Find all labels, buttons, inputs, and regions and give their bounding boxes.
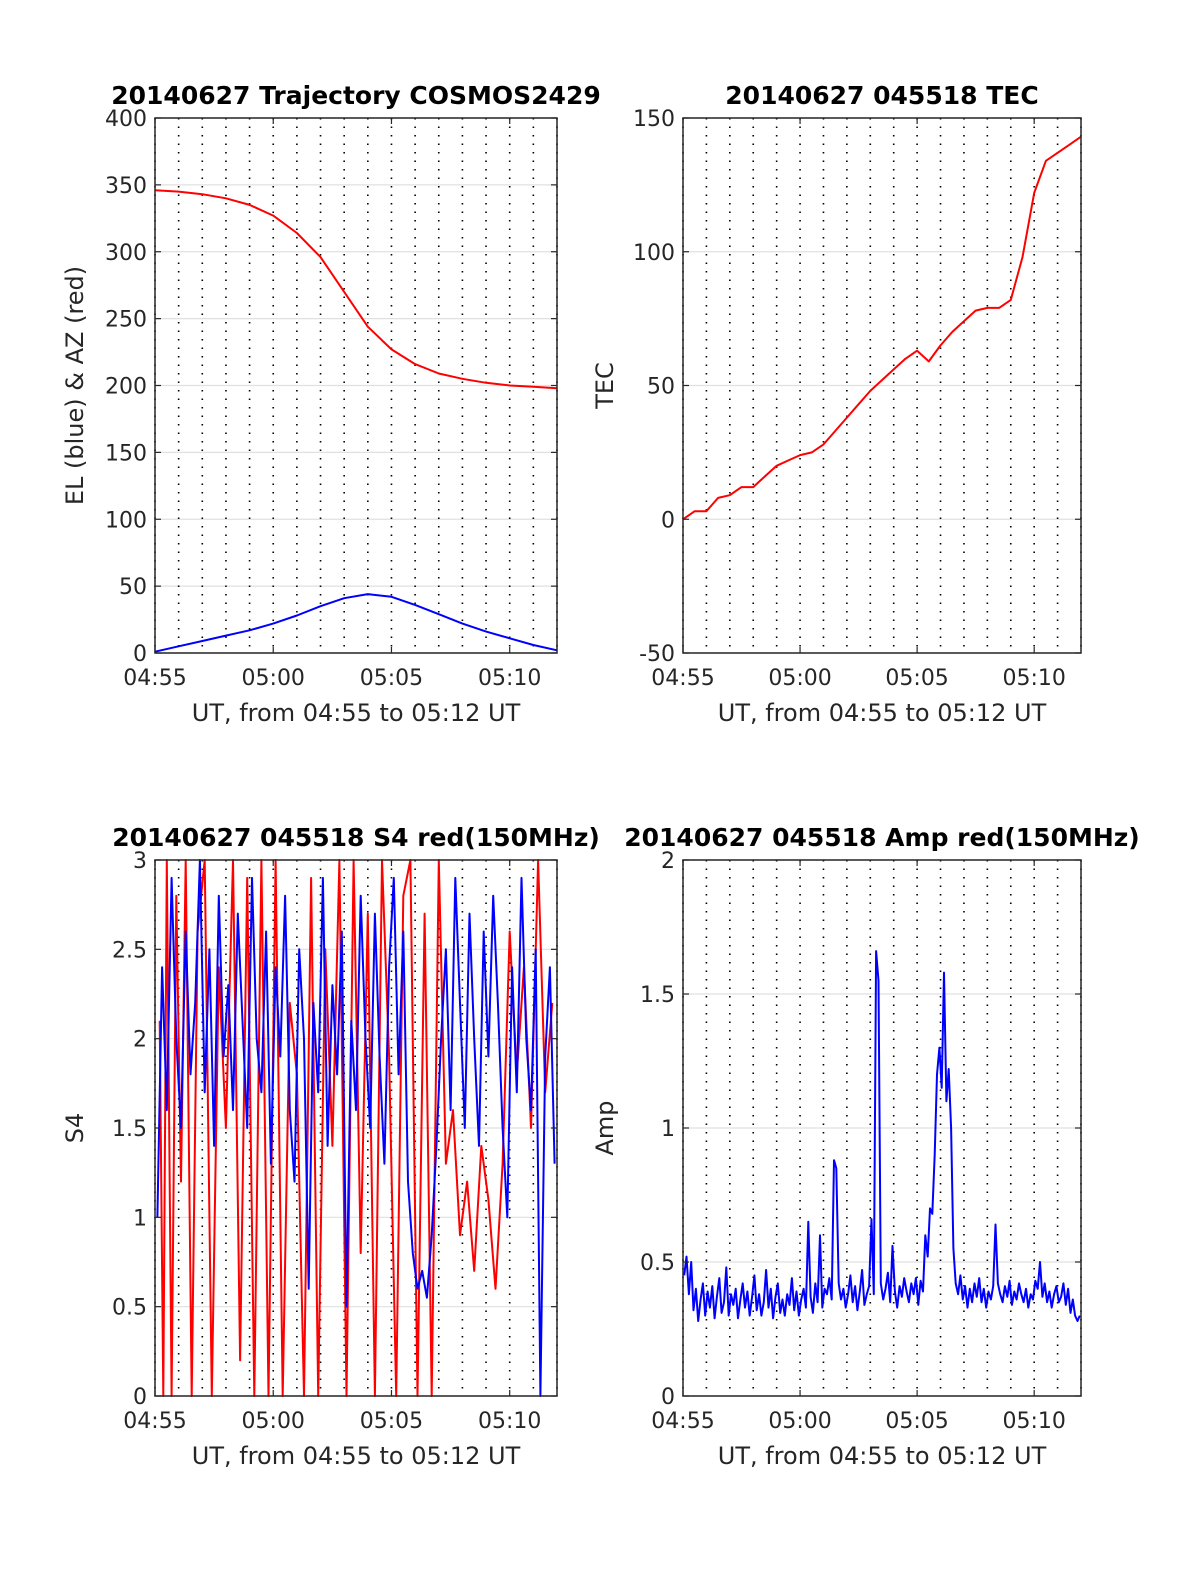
- x-tick-label: 05:00: [242, 666, 305, 691]
- y-tick-label: 50: [119, 575, 147, 600]
- y-axis-label: EL (blue) & AZ (red): [61, 266, 89, 505]
- y-axis-label: TEC: [591, 362, 619, 410]
- axes-box: [682, 859, 1082, 1397]
- x-tick-label: 05:00: [768, 666, 831, 691]
- tick-labels: 0 50 100 150 200 250 300 350 400 04:55 05:00 05:05 0…: [105, 107, 541, 691]
- x-tick-label: 05:00: [768, 1409, 831, 1434]
- x-tick-label: 04:55: [123, 666, 186, 691]
- y-tick-label: 150: [633, 107, 675, 132]
- x-tick-label: 05:10: [1002, 666, 1065, 691]
- y-tick-label: 0: [133, 1385, 147, 1410]
- x-tick-label: 04:55: [123, 1409, 186, 1434]
- axes-box: [682, 117, 1082, 654]
- x-tick-label: 05:05: [885, 666, 948, 691]
- series-lines: [683, 950, 1081, 1322]
- y-tick-label: 1: [661, 1117, 675, 1142]
- y-axis-label: S4: [61, 1113, 89, 1144]
- x-axis-label: UT, from 04:55 to 05:12 UT: [192, 699, 521, 727]
- series-line-2: [156, 859, 556, 1397]
- chart-title: 20140627 045518 S4 red(150MHz): [112, 823, 600, 852]
- y-tick-label: 1: [133, 1206, 147, 1231]
- tick-labels: -50 0 50 100 150 04:55 05:00 05:05 05:10: [633, 107, 1066, 691]
- y-tick-label: 1.5: [640, 983, 675, 1008]
- y-tick-label: 2.5: [112, 938, 147, 963]
- x-tick-label: 05:10: [1002, 1409, 1065, 1434]
- y-tick-label: 2: [133, 1028, 147, 1053]
- y-tick-label: 150: [105, 441, 147, 466]
- axes-box: [154, 117, 558, 654]
- y-tick-label: 2: [661, 849, 675, 874]
- x-tick-label: 05:10: [478, 1409, 541, 1434]
- y-tick-label: 0: [661, 1385, 675, 1410]
- panel-trajectory: 0 50 100 150 200 250 300 350 400 04:55 05:00 05:05 0…: [61, 81, 601, 727]
- series-line-2: [154, 593, 558, 653]
- x-axis-label: UT, from 04:55 to 05:12 UT: [718, 699, 1047, 727]
- series-line-1: [154, 189, 558, 390]
- y-tick-label: 100: [105, 508, 147, 533]
- axes-box: [154, 859, 558, 1397]
- series-lines: [682, 135, 1082, 521]
- x-tick-label: 05:00: [242, 1409, 305, 1434]
- y-tick-label: -50: [639, 642, 675, 667]
- x-tick-label: 05:10: [478, 666, 541, 691]
- series-line-1: [682, 135, 1082, 521]
- x-axis-label: UT, from 04:55 to 05:12 UT: [718, 1442, 1047, 1470]
- x-tick-label: 05:05: [360, 666, 423, 691]
- y-tick-label: 100: [633, 241, 675, 266]
- y-tick-label: 1.5: [112, 1117, 147, 1142]
- chart-title: 20140627 Trajectory COSMOS2429: [111, 81, 601, 110]
- y-tick-label: 0.5: [112, 1296, 147, 1321]
- panel-s4: 0 0.5 1 1.5 2 2.5 3 04:55 05:00 05:05 05:10 201406…: [61, 823, 600, 1470]
- y-tick-label: 400: [105, 107, 147, 132]
- tick-labels: 0 0.5 1 1.5 2 04:55 05:00 05:05 05:10: [640, 849, 1066, 1434]
- y-tick-label: 250: [105, 308, 147, 333]
- y-tick-label: 50: [647, 375, 675, 400]
- x-axis-label: UT, from 04:55 to 05:12 UT: [192, 1442, 521, 1470]
- x-tick-label: 05:05: [360, 1409, 423, 1434]
- x-tick-label: 04:55: [651, 666, 714, 691]
- y-tick-label: 0.5: [640, 1251, 675, 1276]
- chart-title: 20140627 045518 TEC: [725, 81, 1038, 110]
- panel-tec: -50 0 50 100 150 04:55 05:00 05:05 05:10 2014062…: [591, 81, 1082, 727]
- panel-amp: 0 0.5 1 1.5 2 04:55 05:00 05:05 05:10 20140627 0…: [591, 823, 1140, 1470]
- y-tick-label: 350: [105, 174, 147, 199]
- y-tick-label: 300: [105, 241, 147, 266]
- y-tick-label: 0: [133, 642, 147, 667]
- series-lines: [154, 189, 558, 653]
- x-tick-label: 05:05: [885, 1409, 948, 1434]
- y-tick-label: 0: [661, 508, 675, 533]
- series-line-1: [683, 950, 1081, 1322]
- x-tick-label: 04:55: [651, 1409, 714, 1434]
- chart-title: 20140627 045518 Amp red(150MHz): [624, 823, 1140, 852]
- tick-labels: 0 0.5 1 1.5 2 2.5 3 04:55 05:00 05:05 05:10: [112, 849, 541, 1434]
- y-tick-label: 3: [133, 849, 147, 874]
- y-tick-label: 200: [105, 375, 147, 400]
- y-axis-label: Amp: [591, 1100, 619, 1155]
